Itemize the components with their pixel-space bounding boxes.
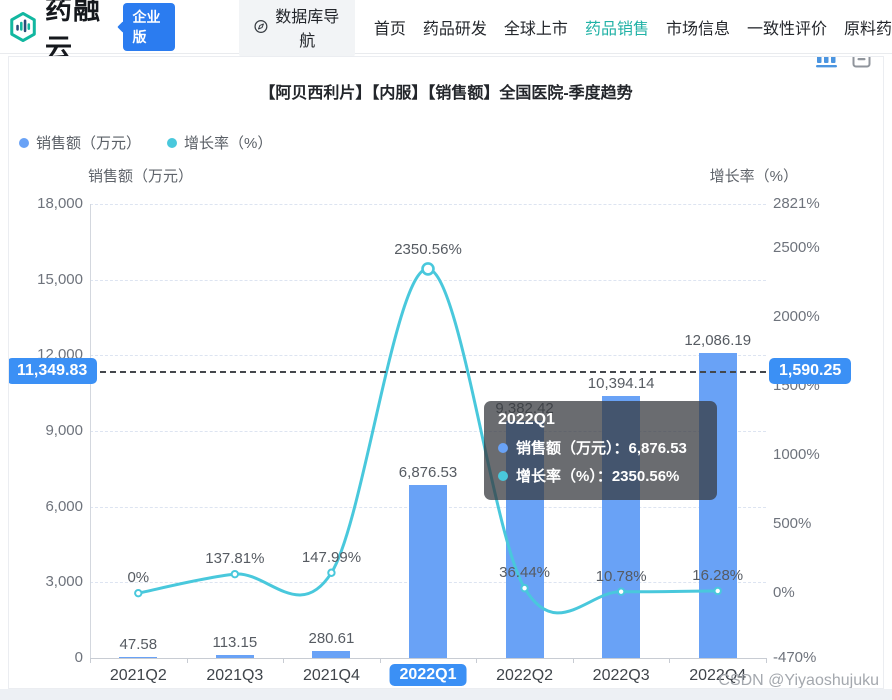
line-value-label: 36.44% xyxy=(499,564,550,582)
database-nav-button[interactable]: 数据库导航 xyxy=(238,0,355,60)
x-axis-label: 2021Q2 xyxy=(109,667,167,684)
y-axis-tick-label: 15,000 xyxy=(37,270,83,288)
x-axis-label: 2022Q2 xyxy=(496,667,554,684)
line-value-label: 2350.56% xyxy=(394,240,462,258)
tooltip-title: 2022Q1 xyxy=(498,411,555,428)
axis-marker-badge-right: 1,590.25 xyxy=(769,357,852,384)
x-axis-label: 2022Q3 xyxy=(592,667,650,684)
right-axis-tick-label: 0% xyxy=(773,584,795,602)
right-axis-title: 增长率（%） xyxy=(709,168,798,185)
legend-item-sales[interactable]: 销售额（万元） xyxy=(19,132,141,153)
y-axis-tick-label: 18,000 xyxy=(37,195,83,212)
bar-chart-toggle-icon[interactable] xyxy=(815,56,839,68)
tooltip-row-text: 销售额（万元）：6,876.53 xyxy=(516,440,687,457)
database-nav-label: 数据库导航 xyxy=(275,8,340,50)
chart-tooltip: 2022Q1 销售额（万元）：6,876.53 增长率（%）：2350.56% xyxy=(484,401,717,500)
line-point[interactable] xyxy=(327,568,336,577)
line-value-label: 16.28% xyxy=(692,566,744,584)
right-axis-tick-label: 2500% xyxy=(773,239,820,257)
nav-item[interactable]: 全球上市 xyxy=(503,20,568,38)
compass-icon xyxy=(254,20,268,33)
right-axis-tick-label: 2000% xyxy=(773,308,820,326)
x-axis-label: 2021Q3 xyxy=(206,667,264,684)
x-axis-line xyxy=(90,658,766,659)
gridline xyxy=(90,279,766,281)
sales-bar[interactable] xyxy=(312,650,351,658)
x-axis-tick xyxy=(572,658,574,663)
y-axis-tick-label: 3,000 xyxy=(45,573,83,591)
right-axis-tick-label: 2821% xyxy=(773,195,820,212)
markline xyxy=(90,370,766,373)
nav-item-active[interactable]: 药品销售 xyxy=(584,20,649,38)
chart-title: 【阿贝西利片】【内服】【销售额】全国医院-季度趋势 xyxy=(259,85,633,102)
axis-marker-badge-left: 11,349.83 xyxy=(9,357,98,384)
sales-bar[interactable] xyxy=(119,656,158,658)
left-axis-title: 销售额（万元） xyxy=(88,168,194,185)
x-axis-tick xyxy=(283,658,285,663)
gridline xyxy=(90,355,766,357)
bottom-strip xyxy=(0,689,892,700)
x-axis-tick xyxy=(379,658,381,663)
line-point[interactable] xyxy=(134,588,143,598)
nav-item[interactable]: 首页 xyxy=(373,20,406,38)
nav-item[interactable]: 市场信息 xyxy=(665,20,730,38)
x-axis-tick xyxy=(90,658,91,663)
x-axis-tick xyxy=(669,658,671,663)
x-axis-label-active: 2022Q1 xyxy=(389,664,467,686)
bar-value-label: 10,394.14 xyxy=(587,374,655,392)
top-navbar: 药融云 企业版 数据库导航 首页 药品研发 全球上市 药品销售 市场信息 一致性评价 原料药 xyxy=(0,0,892,64)
line-value-label: 0% xyxy=(127,569,150,587)
tooltip-row: 增长率（%）：2350.56% xyxy=(498,465,703,486)
right-axis-tick-label: 500% xyxy=(773,515,812,533)
right-axis-tick-label: -470% xyxy=(773,649,817,666)
yaorongyun-logo-icon xyxy=(10,11,36,42)
line-point[interactable] xyxy=(421,262,435,276)
x-axis-tick xyxy=(766,658,767,663)
tooltip-series-dot xyxy=(498,470,508,481)
y-axis-tick-label: 0 xyxy=(74,649,83,666)
export-image-icon[interactable] xyxy=(852,56,871,68)
legend-label: 销售额（万元） xyxy=(36,135,142,152)
tooltip-row-text: 增长率（%）：2350.56% xyxy=(516,468,680,485)
y-axis-line xyxy=(90,204,91,658)
bar-value-label: 113.15 xyxy=(212,634,258,652)
bar-value-label: 12,086.19 xyxy=(684,332,752,350)
line-value-label: 137.81% xyxy=(205,550,265,568)
tooltip-row: 销售额（万元）：6,876.53 xyxy=(498,437,703,458)
legend-dot-icon xyxy=(167,137,178,148)
main-nav: 首页 药品研发 全球上市 药品销售 市场信息 一致性评价 原料药 xyxy=(374,15,892,39)
bar-value-label: 6,876.53 xyxy=(398,463,458,481)
tooltip-series-dot xyxy=(498,442,508,453)
enterprise-badge: 企业版 xyxy=(123,2,175,51)
card-toolbar xyxy=(815,56,871,68)
sales-bar[interactable] xyxy=(409,484,447,658)
legend-dot-icon xyxy=(19,137,29,148)
gridline xyxy=(90,204,766,205)
watermark: CSDN @Yiyaoshujuku xyxy=(718,672,879,689)
bar-value-label: 47.58 xyxy=(119,635,158,653)
nav-item[interactable]: 原料药 xyxy=(843,20,892,38)
right-axis-tick-label: 1000% xyxy=(773,446,820,464)
line-value-label: 10.78% xyxy=(595,567,647,585)
tooltip-rows: 销售额（万元）：6,876.53 增长率（%）：2350.56% xyxy=(498,437,703,486)
line-point[interactable] xyxy=(230,569,240,579)
legend-label: 增长率（%） xyxy=(184,135,273,152)
legend: 销售额（万元） 增长率（%） xyxy=(19,132,272,153)
bar-value-label: 280.61 xyxy=(308,629,355,647)
sales-bar[interactable] xyxy=(698,353,737,658)
nav-item[interactable]: 药品研发 xyxy=(422,20,487,38)
y-axis-tick-label: 9,000 xyxy=(45,422,83,439)
chart-card: 【阿贝西利片】【内服】【销售额】全国医院-季度趋势 销售额（万元） 增长率（%） … xyxy=(8,56,884,689)
x-axis-tick xyxy=(476,658,478,663)
x-axis-tick xyxy=(186,658,188,663)
legend-item-growth[interactable]: 增长率（%） xyxy=(167,132,272,153)
line-value-label: 147.99% xyxy=(301,548,362,566)
nav-item[interactable]: 一致性评价 xyxy=(746,20,827,38)
y-axis-tick-label: 6,000 xyxy=(45,497,83,515)
x-axis-label: 2022Q4 xyxy=(689,667,747,684)
x-axis-label: 2021Q4 xyxy=(302,667,360,684)
sales-bar[interactable] xyxy=(215,655,254,658)
